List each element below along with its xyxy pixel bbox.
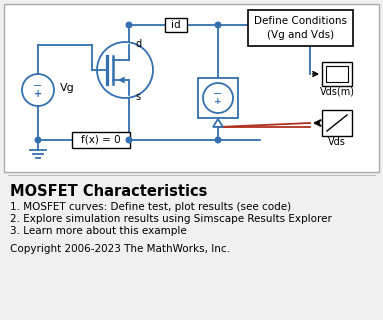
Text: Vds(m): Vds(m)	[319, 87, 355, 97]
FancyBboxPatch shape	[72, 132, 130, 148]
Text: id: id	[171, 20, 181, 30]
Text: (Vg and Vds): (Vg and Vds)	[267, 30, 334, 40]
Text: s: s	[135, 92, 140, 102]
Text: Define Conditions: Define Conditions	[254, 16, 347, 26]
Text: Vds: Vds	[328, 137, 346, 147]
Circle shape	[22, 74, 54, 106]
Text: 2. Explore simulation results using Simscape Results Explorer: 2. Explore simulation results using Sims…	[10, 214, 332, 224]
Text: −: −	[33, 81, 43, 91]
FancyBboxPatch shape	[322, 62, 352, 86]
Text: Vg: Vg	[60, 83, 75, 93]
Circle shape	[215, 137, 221, 143]
Text: +: +	[214, 98, 222, 107]
FancyBboxPatch shape	[198, 78, 238, 118]
FancyBboxPatch shape	[4, 4, 379, 172]
Circle shape	[97, 42, 153, 98]
FancyBboxPatch shape	[322, 110, 352, 136]
Text: f(x) = 0: f(x) = 0	[81, 135, 121, 145]
Circle shape	[35, 137, 41, 143]
Circle shape	[126, 137, 132, 143]
Text: 1. MOSFET curves: Define test, plot results (see code): 1. MOSFET curves: Define test, plot resu…	[10, 202, 291, 212]
Circle shape	[126, 22, 132, 28]
Text: d: d	[135, 39, 141, 49]
Circle shape	[215, 22, 221, 28]
FancyBboxPatch shape	[326, 66, 348, 82]
Text: +: +	[34, 89, 42, 99]
Text: Copyright 2006-2023 The MathWorks, Inc.: Copyright 2006-2023 The MathWorks, Inc.	[10, 244, 230, 254]
FancyBboxPatch shape	[248, 10, 353, 46]
Text: −: −	[213, 89, 223, 99]
Text: MOSFET Characteristics: MOSFET Characteristics	[10, 184, 207, 199]
FancyBboxPatch shape	[165, 18, 187, 32]
Text: 3. Learn more about this example: 3. Learn more about this example	[10, 226, 187, 236]
